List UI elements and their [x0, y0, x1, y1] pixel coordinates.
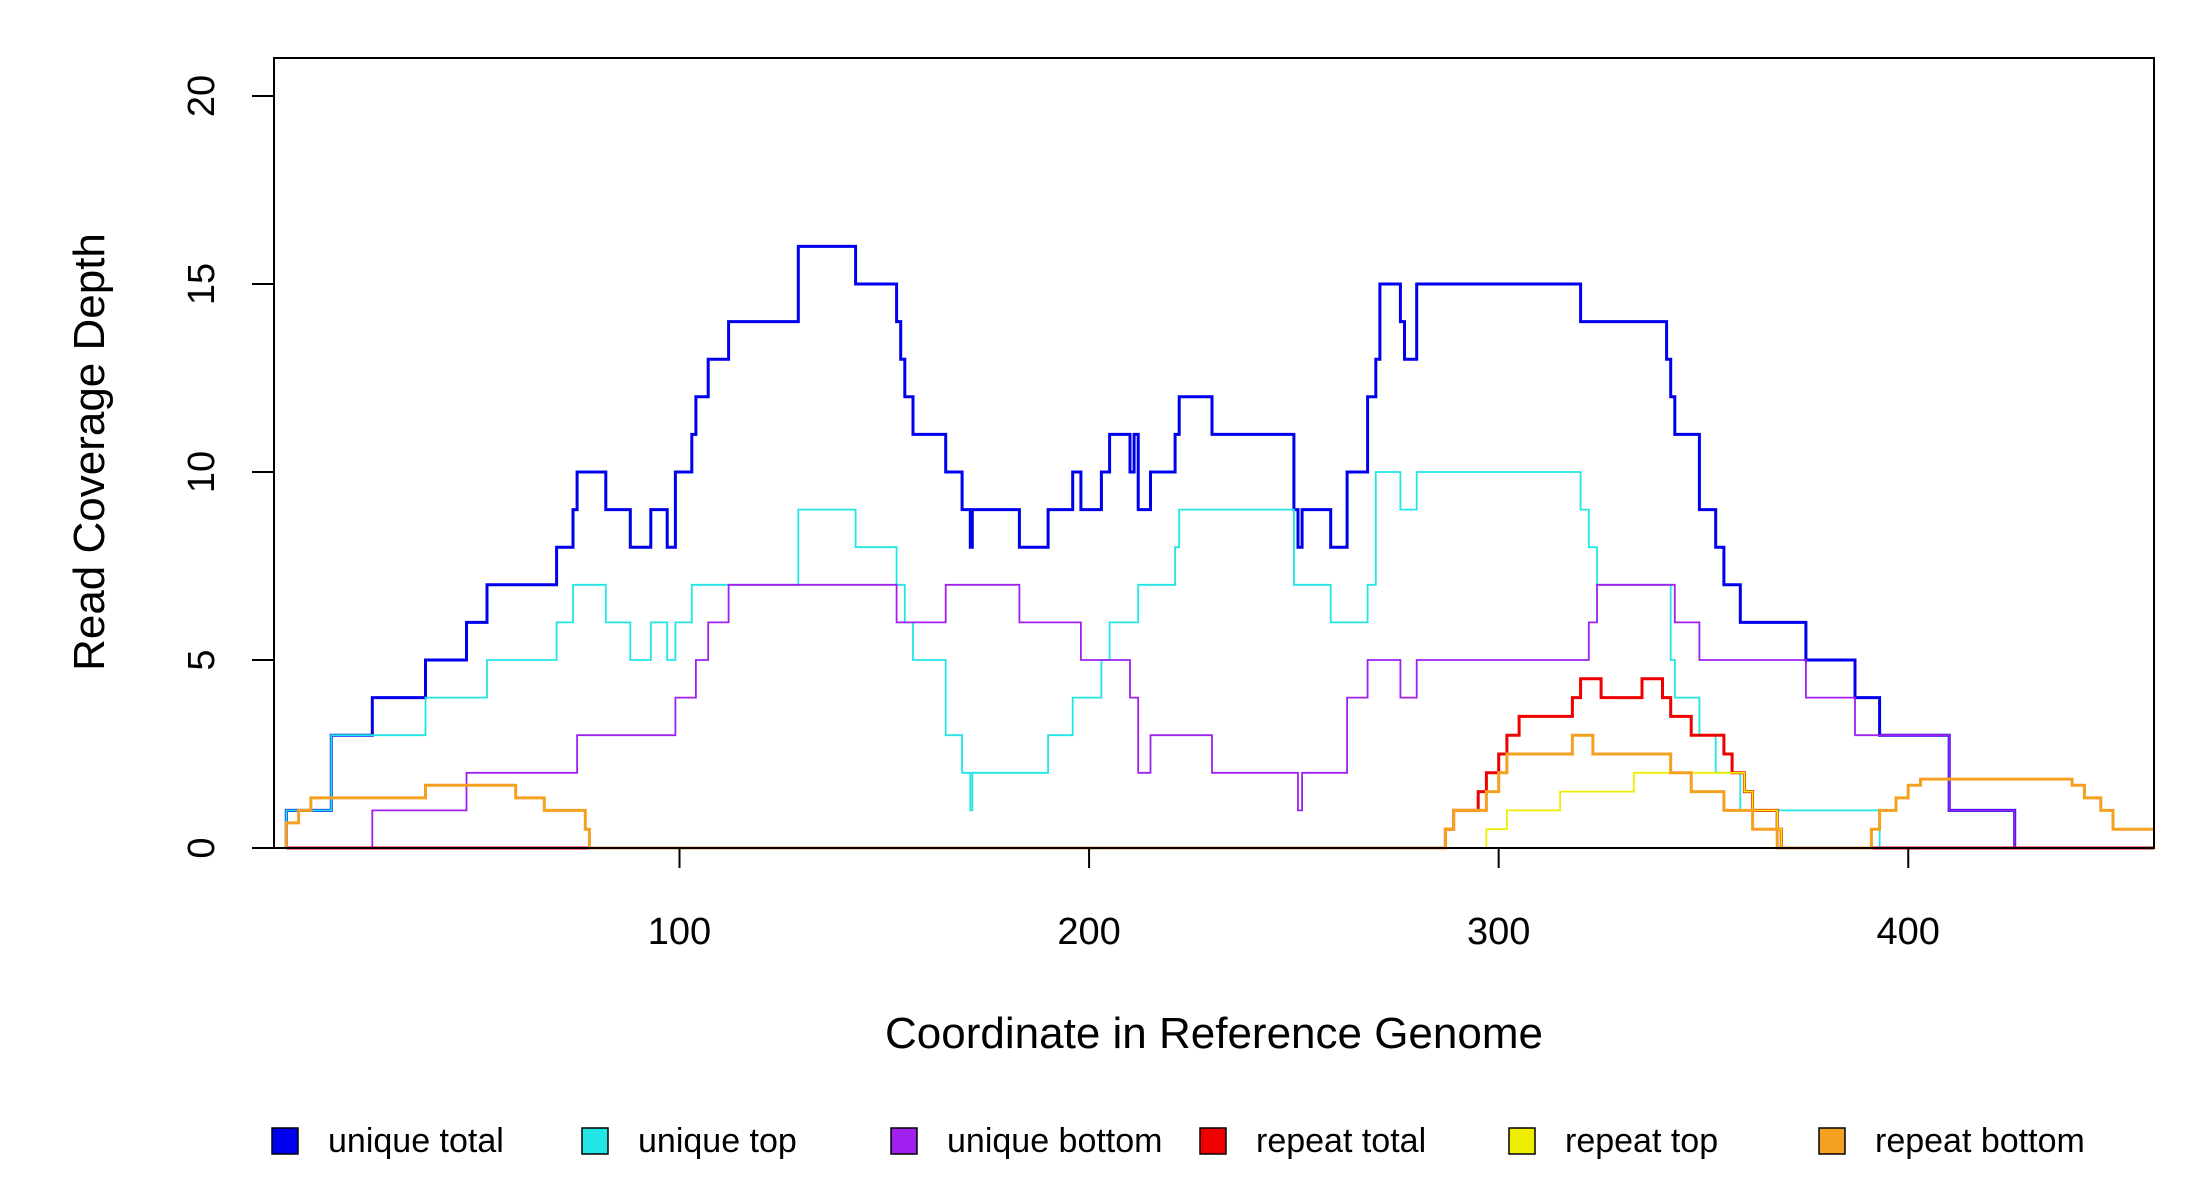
series-line	[284, 733, 2154, 850]
y-tick-label: 5	[181, 649, 223, 670]
y-tick-label: 15	[181, 263, 223, 305]
x-tick-label: 100	[648, 911, 711, 953]
legend-label: unique total	[328, 1122, 504, 1160]
x-axis: 100 200 300 400	[648, 848, 1940, 953]
legend-swatch	[581, 1127, 609, 1155]
x-tick-label: 400	[1877, 911, 1940, 953]
y-axis-title: Read Coverage Depth	[65, 233, 114, 671]
y-tick-label: 10	[181, 451, 223, 493]
x-axis-title: Coordinate in Reference Genome	[885, 1009, 1543, 1058]
series-line	[286, 583, 2154, 849]
legend: unique total unique top unique bottom repea…	[271, 1122, 2085, 1160]
legend-label: unique top	[638, 1122, 797, 1160]
legend-label: unique bottom	[947, 1122, 1163, 1160]
y-tick-label: 0	[181, 837, 223, 858]
legend-swatch	[1818, 1127, 1846, 1155]
legend-swatch	[1199, 1127, 1227, 1155]
legend-swatch	[1508, 1127, 1536, 1155]
series-line	[286, 677, 2154, 850]
legend-swatch	[890, 1127, 918, 1155]
legend-label: repeat top	[1565, 1122, 1718, 1160]
x-tick-label: 200	[1057, 911, 1120, 953]
plot-frame	[273, 57, 2155, 849]
x-tick-label: 300	[1467, 911, 1530, 953]
legend-label: repeat bottom	[1875, 1122, 2085, 1160]
legend-swatch	[271, 1127, 299, 1155]
legend-label: repeat total	[1256, 1122, 1426, 1160]
series-lines	[284, 244, 2154, 850]
y-tick-label: 20	[181, 75, 223, 117]
series-line	[285, 471, 2154, 849]
y-axis: 0 5 10 15 20	[181, 75, 274, 859]
series-line	[284, 244, 2154, 850]
